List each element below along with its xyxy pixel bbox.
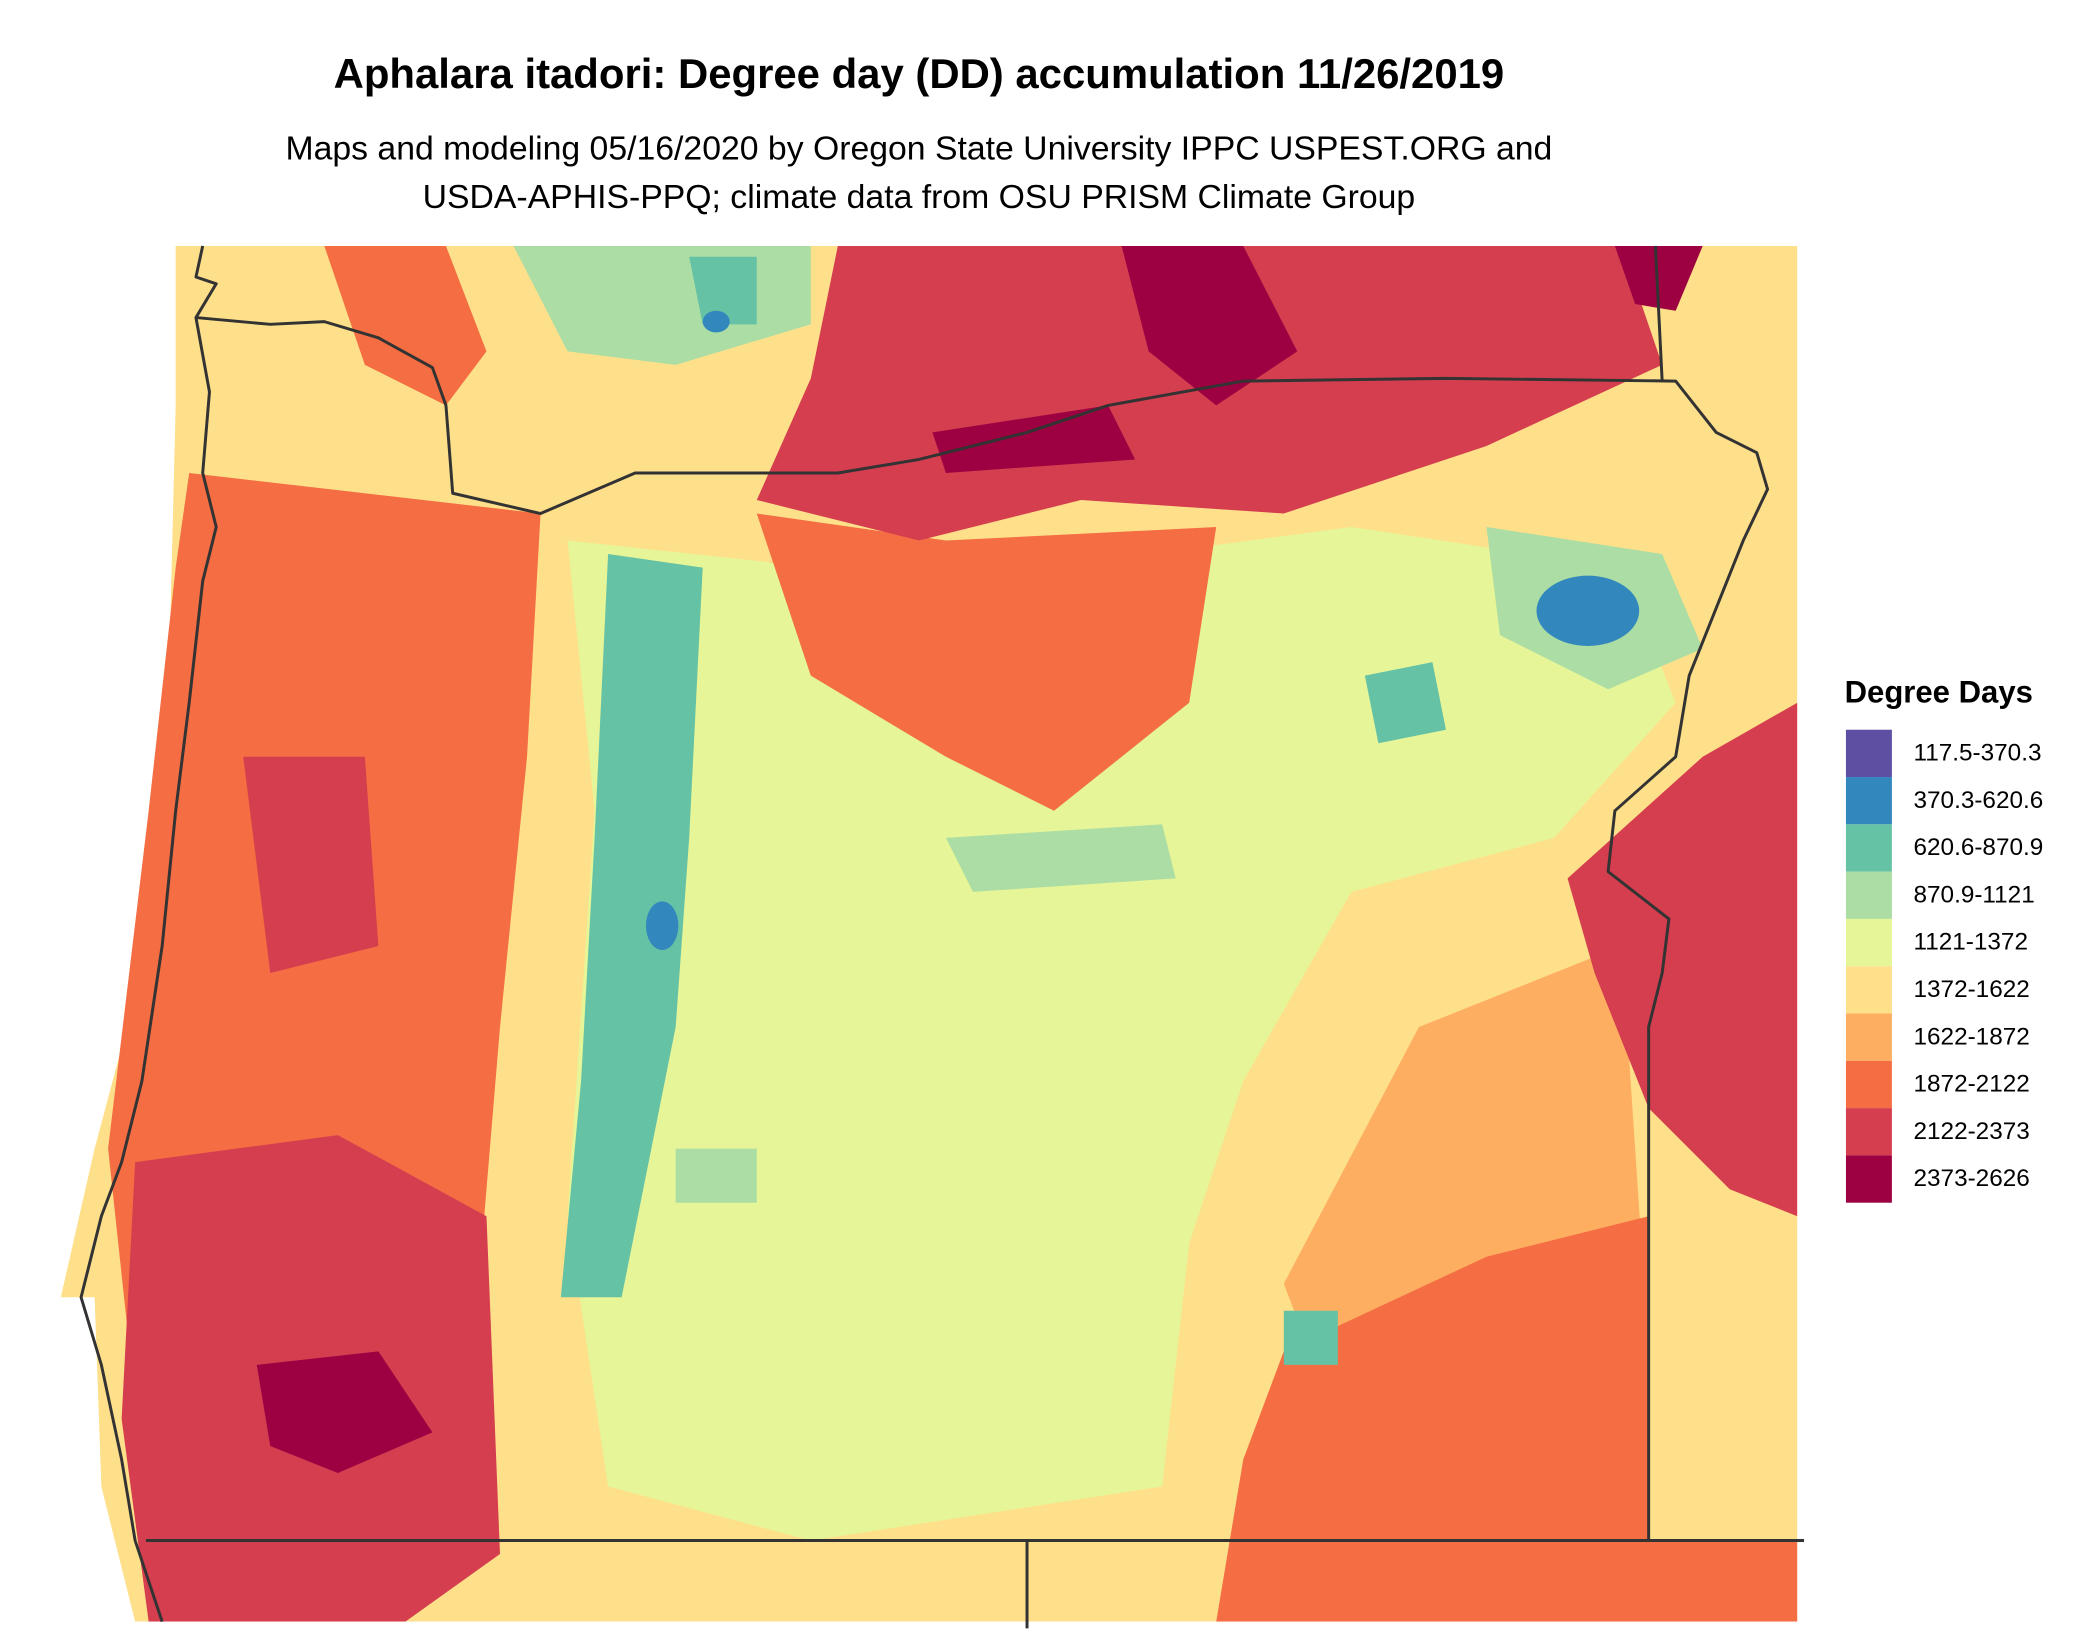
region [324,245,487,406]
legend-label: 1622-1872 [1914,1023,2030,1050]
border [194,245,1770,1541]
legend-label: 2122-2373 [1914,1118,2030,1145]
region [243,756,379,973]
region [567,527,1676,1541]
legend-label: 117.5-370.3 [1914,739,2042,766]
region [1536,575,1640,646]
region [645,901,679,950]
region [560,554,703,1298]
legend-swatch [1845,824,1892,872]
legend-swatch [1845,777,1892,825]
legend-label: 870.9-1121 [1914,881,2035,908]
map-subtitle: USDA-APHIS-PPQ; climate data from OSU PR… [423,178,1416,216]
border [1653,245,1664,382]
region [675,1148,757,1203]
legend-swatch [1845,966,1892,1014]
region [1121,245,1298,406]
region [702,310,730,333]
region [756,513,1217,811]
legend-label: 1872-2122 [1914,1071,2030,1098]
region [932,405,1136,473]
legend-label: 370.3-620.6 [1914,787,2044,814]
legend-swatch [1845,1155,1892,1203]
region [1614,245,1703,311]
region [1283,1310,1338,1365]
legend-swatch [1845,1060,1892,1109]
map-title: Aphalara itadori: Degree day (DD) accumu… [334,50,1505,97]
legend-label: 620.6-870.9 [1914,834,2044,861]
legend-label: 1372-1622 [1914,976,2030,1003]
border [79,317,218,1623]
legend-swatch [1845,729,1892,778]
region [689,256,757,325]
legend-swatch [1845,918,1892,967]
region [945,824,1176,892]
legend-label: 2373-2626 [1914,1165,2030,1192]
legend-title: Degree Days [1845,675,2033,710]
region [1567,702,1798,1217]
legend-swatch [1845,1108,1892,1156]
legend-swatch [1845,871,1892,919]
state-borders [79,245,1805,1629]
region [256,1351,433,1473]
legend-label: 1121-1372 [1914,929,2028,956]
map-subtitle: Maps and modeling 05/16/2020 by Oregon S… [285,129,1552,167]
region [1216,1216,1798,1622]
legend-swatch [1845,1013,1892,1061]
legend: Degree Days 117.5-370.3 370.3-620.6 620.6-… [1845,675,2044,1203]
raster-map [60,245,1798,1622]
region [1364,662,1446,744]
